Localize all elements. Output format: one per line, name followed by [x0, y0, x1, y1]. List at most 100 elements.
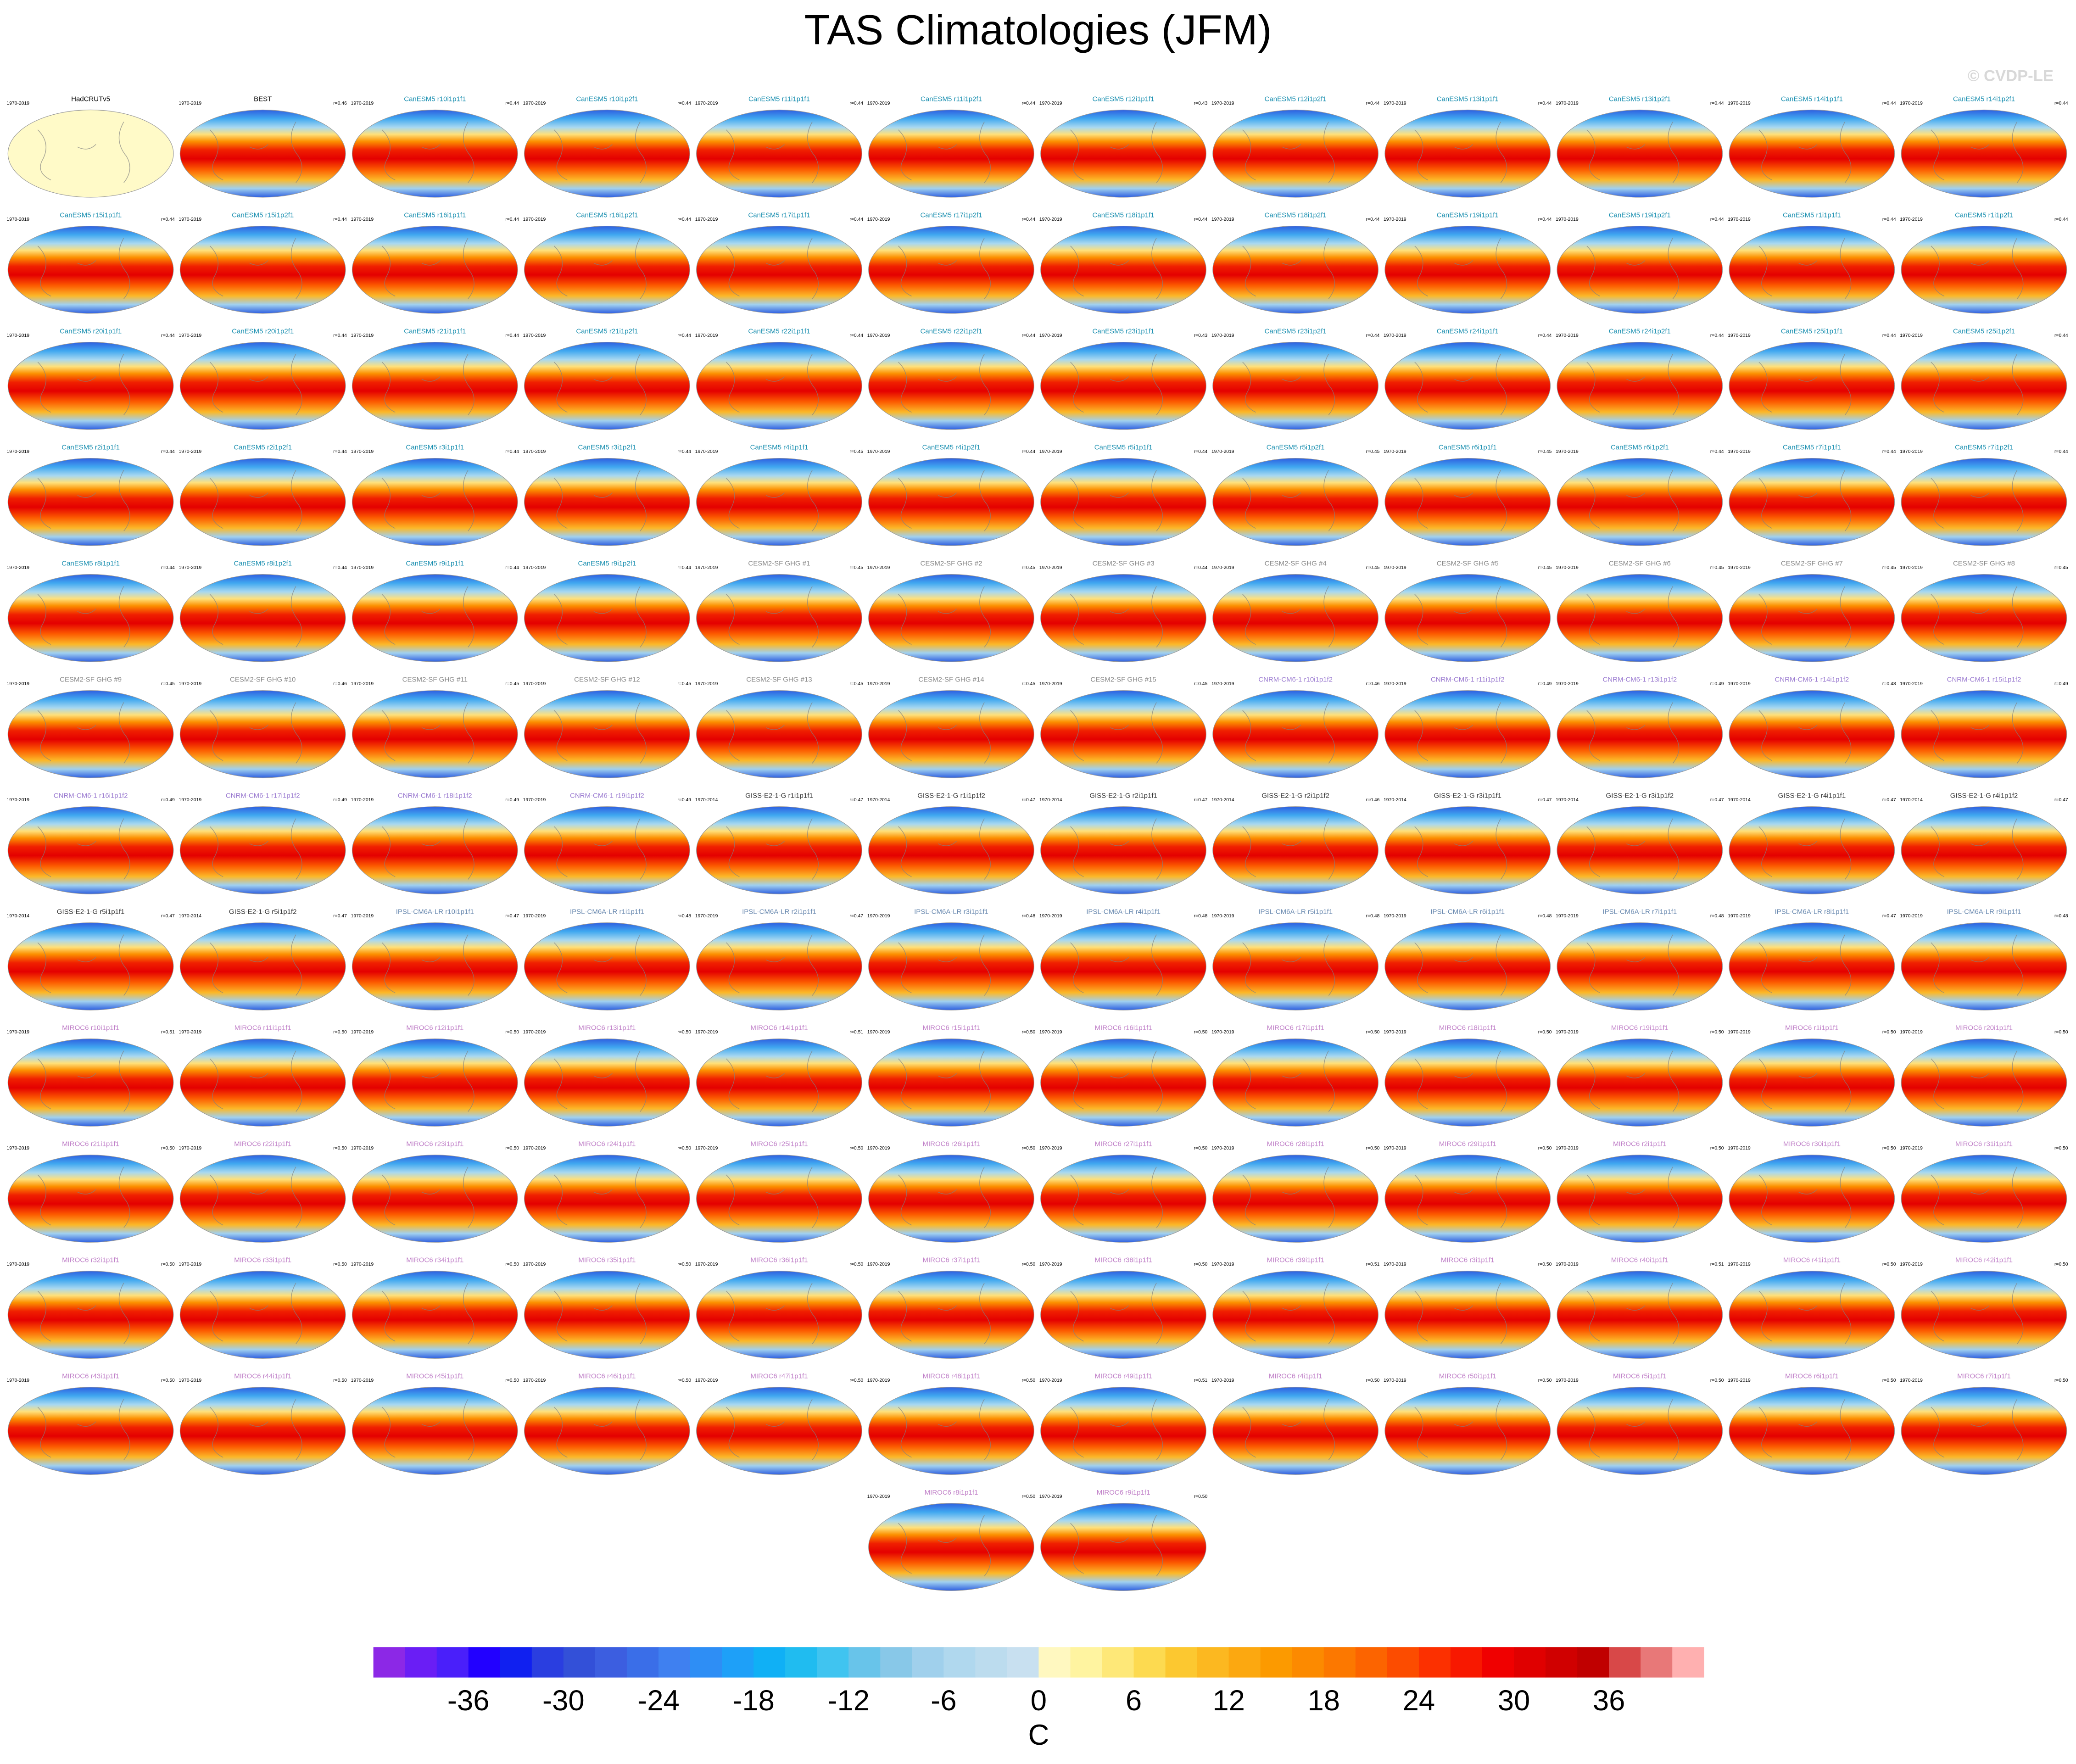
map — [7, 341, 174, 430]
panel-period: 1970-2019 — [695, 1146, 718, 1151]
panel-title: CanESM5 r23i1p2f1 — [1265, 327, 1327, 335]
panel-r: r=0.44 — [161, 565, 175, 570]
colorbar-box — [1355, 1647, 1388, 1678]
coastline — [726, 1050, 819, 1112]
coastline — [1931, 1283, 2024, 1344]
panel-period: 1970-2019 — [1039, 681, 1062, 687]
map — [1729, 1387, 1895, 1475]
panel-title: CanESM5 r25i1p2f1 — [1953, 327, 2015, 335]
panel-title: CanESM5 r22i1p1f1 — [748, 327, 810, 335]
panel-title: BEST — [254, 95, 272, 103]
panel-r: r=0.44 — [1366, 217, 1380, 222]
panel-title: MIROC6 r35i1p1f1 — [578, 1256, 636, 1264]
panel-period: 1970-2019 — [6, 1262, 29, 1267]
panel-period: 1970-2019 — [1556, 1146, 1579, 1151]
panel-r: r=0.46 — [333, 101, 347, 106]
panel-title: CanESM5 r13i1p1f1 — [1437, 95, 1499, 103]
coastline — [726, 1167, 819, 1228]
map — [524, 1271, 690, 1359]
coastline — [37, 702, 130, 764]
panel-title: MIROC6 r24i1p1f1 — [578, 1140, 636, 1148]
panel-title: MIROC6 r32i1p1f1 — [62, 1256, 119, 1264]
colorbar-box — [880, 1647, 912, 1678]
coastline — [1586, 934, 1680, 996]
colorbar-box — [975, 1647, 1007, 1678]
coastline — [1070, 1050, 1163, 1112]
panel-title: MIROC6 r25i1p1f1 — [750, 1140, 808, 1148]
panel-title: CanESM5 r7i1p2f1 — [1955, 443, 2013, 451]
coastline — [553, 586, 647, 648]
panel-title: CESM2-SF GHG #4 — [1265, 560, 1327, 568]
panel-r: r=0.48 — [1194, 914, 1208, 919]
coastline — [209, 586, 302, 648]
panel-r: r=0.50 — [1538, 1262, 1552, 1267]
panel-title: GISS-E2-1-G r4i1p1f1 — [1778, 792, 1846, 800]
map — [352, 1038, 518, 1127]
coastline — [1242, 1050, 1335, 1112]
panel-period: 1970-2014 — [1039, 798, 1062, 803]
panel-r: r=0.45 — [849, 681, 863, 687]
panel-period: 1970-2019 — [1384, 1030, 1406, 1035]
panel-title: IPSL-CM6A-LR r5i1p1f1 — [1258, 908, 1333, 916]
colorbar-tick-label: 24 — [1403, 1685, 1435, 1717]
colorbar-box — [1228, 1647, 1261, 1678]
panel-r: r=0.44 — [333, 333, 347, 338]
panel-period: 1970-2019 — [867, 449, 890, 454]
coastline — [1242, 1283, 1335, 1344]
colorbar-box — [1165, 1647, 1198, 1678]
panel-period: 1970-2019 — [1384, 681, 1406, 687]
panel-period: 1970-2014 — [695, 798, 718, 803]
panel-r: r=0.44 — [1710, 333, 1724, 338]
panel-title: MIROC6 r20i1p1f1 — [1955, 1024, 2013, 1032]
panel-period: 1970-2019 — [695, 101, 718, 106]
panel-title: CanESM5 r6i1p1f1 — [1439, 443, 1497, 451]
panel-r: r=0.50 — [1366, 1030, 1380, 1035]
map — [1384, 922, 1551, 1010]
panel-r: r=0.50 — [161, 1378, 175, 1383]
coastline — [1070, 238, 1163, 299]
map — [524, 225, 690, 314]
panel-title: MIROC6 r38i1p1f1 — [1095, 1256, 1152, 1264]
map — [352, 341, 518, 430]
map — [179, 1387, 346, 1475]
colorbar-box — [1038, 1647, 1071, 1678]
coastline — [1414, 470, 1507, 531]
panel-period: 1970-2019 — [695, 1030, 718, 1035]
panel-title: CNRM-CM6-1 r15i1p1f2 — [1947, 676, 2021, 684]
panel-r: r=0.50 — [333, 1262, 347, 1267]
map — [1212, 109, 1379, 198]
panel-period: 1970-2019 — [1900, 449, 1923, 454]
map — [1901, 341, 2067, 430]
coastline — [37, 354, 130, 415]
coastline — [1414, 1283, 1507, 1344]
panel-r: r=0.50 — [1538, 1146, 1552, 1151]
map — [1557, 1387, 1723, 1475]
coastline — [898, 1167, 991, 1228]
coastline — [1242, 354, 1335, 415]
panel-title: CNRM-CM6-1 r14i1p1f2 — [1775, 676, 1849, 684]
panel-period: 1970-2019 — [867, 1030, 890, 1035]
panel-title: GISS-E2-1-G r2i1p1f1 — [1089, 792, 1157, 800]
panel-title: GISS-E2-1-G r5i1p1f1 — [57, 908, 125, 916]
panel-period: 1970-2014 — [1728, 798, 1751, 803]
coastline — [1586, 354, 1680, 415]
panel-period: 1970-2019 — [1556, 1030, 1579, 1035]
map-empty — [7, 109, 174, 198]
panel-title: MIROC6 r15i1p1f1 — [922, 1024, 980, 1032]
panel-r: r=0.48 — [1366, 914, 1380, 919]
panel-r: r=0.48 — [1538, 914, 1552, 919]
coastline — [37, 238, 130, 299]
panel-title: CESM2-SF GHG #2 — [921, 560, 982, 568]
map — [7, 1038, 174, 1127]
panel-period: 1970-2019 — [179, 333, 202, 338]
panel-title: CESM2-SF GHG #8 — [1953, 560, 2015, 568]
coastline — [381, 934, 474, 996]
panel-period: 1970-2019 — [351, 798, 374, 803]
panel-r: r=0.50 — [1538, 1030, 1552, 1035]
map — [1557, 574, 1723, 662]
coastline — [553, 934, 647, 996]
map — [1384, 1271, 1551, 1359]
coastline — [1758, 122, 1852, 183]
panel-period: 1970-2019 — [1211, 1378, 1234, 1383]
